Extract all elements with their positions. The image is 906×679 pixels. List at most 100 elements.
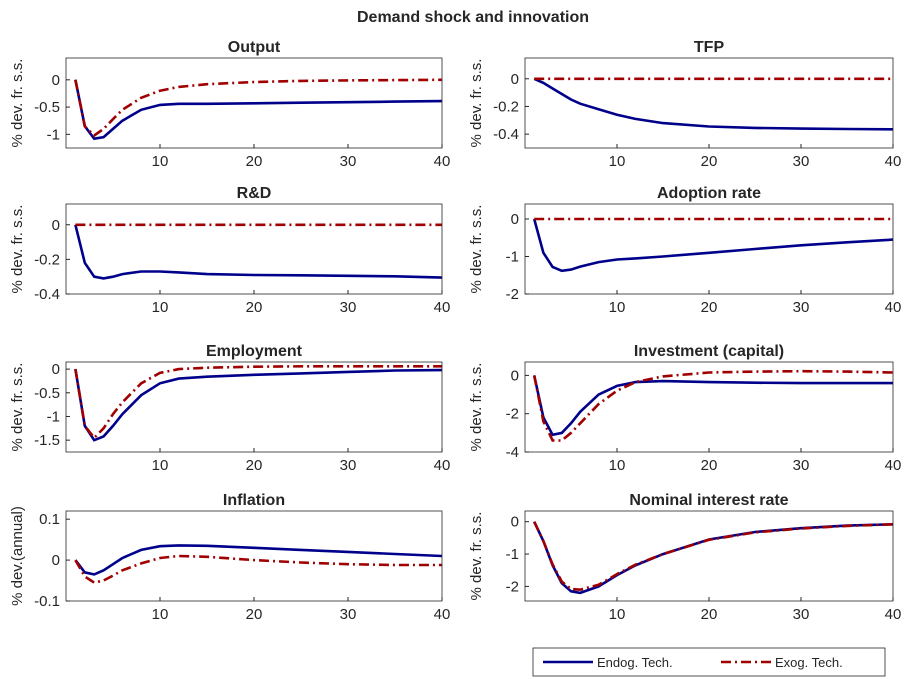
series-line [533, 521, 893, 592]
series-line [533, 77, 893, 131]
series-line [74, 544, 442, 576]
y-tick-label: -2 [506, 286, 519, 303]
x-tick-label: 20 [246, 606, 263, 623]
x-tick-label: 10 [152, 153, 169, 170]
x-tick-label: 30 [340, 457, 357, 474]
y-tick-label: -0.4 [34, 286, 60, 303]
x-tick-label: 20 [246, 153, 263, 170]
series-line [532, 218, 893, 273]
panel-title: R&D [237, 185, 272, 202]
series-line [74, 364, 442, 440]
x-tick-label: 10 [152, 606, 169, 623]
x-tick-label: 30 [793, 606, 810, 623]
y-axis-label: % dev. fr. s.s. [468, 512, 485, 601]
y-tick-label: -2 [506, 578, 519, 595]
series-group [74, 223, 442, 280]
plot-area [525, 362, 893, 452]
series-line [74, 224, 442, 280]
y-tick-label: 0 [511, 367, 519, 384]
panel-title: Investment (capital) [634, 343, 784, 360]
y-tick-label: 0 [52, 72, 60, 89]
series-line [74, 78, 442, 138]
y-tick-label: -0.2 [493, 98, 519, 115]
x-tick-label: 20 [701, 153, 718, 170]
x-tick-label: 20 [701, 299, 718, 316]
y-tick-label: 0 [52, 361, 60, 378]
axes-box [65, 510, 443, 602]
panel-title: Inflation [223, 492, 285, 509]
x-tick-label: 30 [340, 606, 357, 623]
x-tick-label: 20 [701, 606, 718, 623]
axes-box [524, 510, 894, 602]
x-tick-label: 40 [885, 299, 902, 316]
y-tick-label: 0 [511, 71, 519, 88]
x-tick-label: 40 [434, 299, 451, 316]
x-tick-label: 10 [609, 153, 626, 170]
x-tick-label: 20 [701, 457, 718, 474]
y-tick-label: -0.5 [34, 385, 60, 402]
axes-box [524, 57, 894, 149]
y-axis-label: % dev. fr. s.s. [468, 205, 485, 294]
x-tick-label: 30 [793, 299, 810, 316]
axes-box [65, 203, 443, 295]
x-tick-label: 20 [246, 299, 263, 316]
panel-title: Employment [206, 343, 303, 360]
plot-area [525, 204, 893, 294]
panel-title: TFP [694, 39, 725, 56]
y-axis-label: % dev.(annual) [9, 506, 26, 606]
x-tick-label: 40 [885, 457, 902, 474]
y-tick-label: -0.1 [34, 593, 60, 610]
x-tick-label: 40 [885, 153, 902, 170]
series-group [533, 521, 893, 595]
panel-title: Adoption rate [657, 185, 761, 202]
plot-area [66, 204, 442, 294]
y-tick-label: -4 [506, 444, 519, 461]
series-group [533, 77, 893, 131]
series-group [532, 217, 893, 273]
plot-area [66, 511, 442, 601]
series-line [74, 368, 442, 442]
x-tick-label: 10 [152, 457, 169, 474]
y-tick-label: -1.5 [34, 432, 60, 449]
x-tick-label: 40 [434, 606, 451, 623]
x-tick-label: 30 [793, 153, 810, 170]
y-tick-label: -0.4 [493, 126, 519, 143]
panel-title: Output [228, 39, 281, 56]
series-group [532, 369, 893, 442]
y-axis-label: % dev. fr. s.s. [468, 363, 485, 452]
axes-box [65, 57, 443, 149]
series-line [74, 554, 442, 584]
y-axis-label: % dev. fr. s.s. [9, 59, 26, 148]
series-line [532, 375, 893, 437]
x-tick-label: 40 [434, 457, 451, 474]
y-tick-label: 0 [511, 211, 519, 228]
x-tick-label: 30 [793, 457, 810, 474]
x-tick-label: 10 [152, 299, 169, 316]
plot-area [525, 511, 893, 601]
plot-area [525, 58, 893, 148]
y-axis-label: % dev. fr. s.s. [9, 363, 26, 452]
y-tick-label: 0 [511, 514, 519, 531]
y-tick-label: -0.5 [34, 99, 60, 116]
axes-box [524, 361, 894, 453]
x-tick-label: 20 [246, 457, 263, 474]
x-tick-label: 10 [609, 299, 626, 316]
series-group [74, 78, 442, 141]
y-tick-label: -1 [47, 408, 60, 425]
panel-title: Nominal interest rate [629, 492, 788, 509]
x-tick-label: 30 [340, 299, 357, 316]
y-tick-label: 0 [52, 217, 60, 234]
y-tick-label: -2 [506, 406, 519, 423]
y-axis-label: % dev. fr. s.s. [9, 205, 26, 294]
y-tick-label: -1 [47, 126, 60, 143]
legend-label: Endog. Tech. [597, 655, 673, 670]
series-line [74, 79, 442, 141]
y-tick-label: -0.2 [34, 251, 60, 268]
x-tick-label: 30 [340, 153, 357, 170]
x-tick-label: 40 [434, 153, 451, 170]
axes-box [65, 361, 443, 453]
y-tick-label: 0 [52, 552, 60, 569]
y-tick-label: 0.1 [39, 511, 60, 528]
